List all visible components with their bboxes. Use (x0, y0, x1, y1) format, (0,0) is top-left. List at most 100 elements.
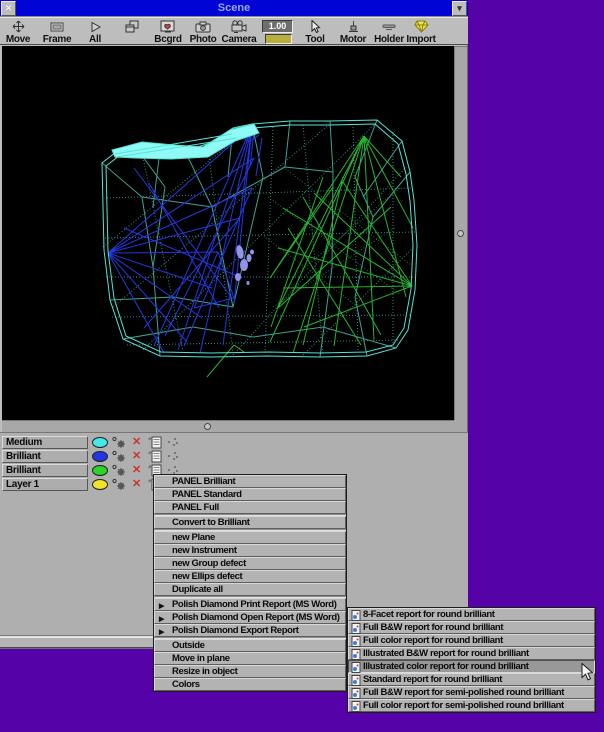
layer-row-medium: Medium ✕ (0, 436, 468, 449)
layer-context-menu: PANEL Brilliant PANEL Standard PANEL Ful… (153, 474, 347, 692)
menu-item-polish-export-report[interactable]: ▶ Polish Diamond Export Report (154, 624, 346, 637)
menu-item-new-plane[interactable]: new Plane (154, 531, 346, 544)
submenu-item-illustrated-bw-report[interactable]: Illustrated B&W report for round brillia… (348, 647, 595, 660)
menu-item-polish-print-report[interactable]: ▶ Polish Diamond Print Report (MS Word) (154, 598, 346, 611)
submenu-item-full-color-report[interactable]: Full color report for round brilliant (348, 634, 595, 647)
submenu-item-full-color-semi-polished-report[interactable]: Full color report for semi-polished roun… (348, 699, 595, 712)
play-all-icon (91, 21, 101, 33)
layer-name-button[interactable]: Layer 1 (2, 478, 88, 491)
scrollbar-corner (454, 420, 467, 432)
layer-delete-icon[interactable]: ✕ (132, 436, 142, 448)
toolbar-cascade-button[interactable] (112, 19, 152, 45)
move-icon (12, 20, 24, 33)
menu-item-panel-standard[interactable]: PANEL Standard (154, 488, 346, 501)
close-icon: ✕ (4, 3, 13, 13)
layer-name-button[interactable]: Brilliant (2, 450, 88, 463)
menu-separator (154, 637, 346, 639)
scale-color-swatch[interactable] (265, 34, 292, 44)
submenu-item-standard-report[interactable]: Standard report for round brilliant (348, 673, 595, 686)
layer-state-dots (168, 452, 178, 460)
close-button[interactable]: ✕ (1, 1, 16, 16)
menu-item-new-ellips-defect[interactable]: new Ellips defect (154, 570, 346, 583)
menu-item-outside[interactable]: Outside (154, 639, 346, 652)
viewport-vertical-scrollbar[interactable] (454, 46, 467, 420)
scale-value-field[interactable]: 1.00 (262, 20, 293, 33)
vscroll-knob[interactable] (457, 230, 464, 237)
toolbar-bcgrd-button[interactable]: Bcgrd (148, 19, 188, 45)
title-bar[interactable]: ✕ Scene ▾ (0, 0, 468, 17)
menu-separator (154, 529, 346, 531)
layer-name-button[interactable]: Medium (2, 436, 88, 449)
report-doc-icon (351, 649, 361, 660)
layer-color-swatch[interactable] (91, 464, 109, 477)
toolbar-tool-button[interactable]: Tool (295, 19, 335, 45)
layer-properties-icon[interactable] (147, 436, 163, 449)
layer-settings-icon[interactable] (111, 464, 129, 477)
report-doc-icon (351, 675, 361, 686)
background-icon (160, 20, 175, 33)
layer-delete-icon[interactable]: ✕ (132, 478, 142, 490)
frame-icon (50, 22, 64, 32)
layer-settings-icon[interactable] (111, 436, 129, 449)
submenu-item-full-bw-semi-polished-report[interactable]: Full B&W report for semi-polished round … (348, 686, 595, 699)
hscroll-knob[interactable] (204, 423, 211, 430)
layer-state-dots (168, 438, 178, 446)
viewport-horizontal-scrollbar[interactable] (2, 420, 454, 432)
layer-delete-icon[interactable]: ✕ (132, 464, 142, 476)
submenu-arrow-icon: ▶ (159, 603, 164, 610)
submenu-arrow-icon: ▶ (159, 629, 164, 636)
menu-separator (154, 596, 346, 598)
menu-item-move-in-plane[interactable]: Move in plane (154, 652, 346, 665)
cascade-icon (125, 20, 138, 33)
import-diamond-icon (413, 20, 429, 33)
layer-color-swatch[interactable] (91, 478, 109, 491)
toolbar-all-button[interactable]: All (75, 19, 115, 45)
menu-item-panel-brilliant[interactable]: PANEL Brilliant (154, 475, 346, 488)
submenu-arrow-icon: ▶ (159, 616, 164, 623)
menu-item-convert-to-brilliant[interactable]: Convert to Brilliant (154, 516, 346, 529)
layer-state-dots (168, 466, 178, 474)
toolbar-frame-button[interactable]: Frame (37, 19, 77, 45)
viewport-canvas[interactable] (2, 46, 454, 420)
menu-item-duplicate-all[interactable]: Duplicate all (154, 583, 346, 596)
toolbar-holder-button[interactable]: Holder (369, 19, 409, 45)
report-doc-icon (351, 623, 361, 634)
layer-name-button[interactable]: Brilliant (2, 464, 88, 477)
window-title: Scene (217, 2, 251, 14)
toolbar-move-button[interactable]: Move (0, 19, 38, 45)
menu-item-panel-full[interactable]: PANEL Full (154, 501, 346, 514)
submenu-item-illustrated-color-report[interactable]: Illustrated color report for round brill… (348, 660, 595, 673)
menu-item-polish-open-report[interactable]: ▶ Polish Diamond Open Report (MS Word) (154, 611, 346, 624)
submenu-item-8-facet-report[interactable]: 8-Facet report for round brilliant (348, 608, 595, 621)
toolbar-motor-button[interactable]: Motor (333, 19, 373, 45)
layer-color-swatch[interactable] (91, 436, 109, 449)
toolbar-import-button[interactable]: Import (401, 19, 441, 45)
report-doc-icon (351, 610, 361, 621)
mouse-cursor (581, 663, 594, 681)
layer-delete-icon[interactable]: ✕ (132, 450, 142, 462)
menu-item-new-group-defect[interactable]: new Group defect (154, 557, 346, 570)
diamond-wireframe (101, 119, 418, 378)
layer-color-swatch[interactable] (91, 450, 109, 463)
report-doc-icon (351, 701, 361, 712)
layer-settings-icon[interactable] (111, 450, 129, 463)
menu-item-resize-in-object[interactable]: Resize in object (154, 665, 346, 678)
chevron-down-icon: ▾ (457, 3, 462, 13)
motor-icon (348, 21, 358, 32)
toolbar-camera-button[interactable]: Camera (219, 19, 259, 45)
report-submenu: 8-Facet report for round brilliant Full … (347, 607, 596, 713)
menu-item-colors[interactable]: Colors (154, 678, 346, 691)
menu-separator (154, 514, 346, 516)
camera-icon (231, 20, 247, 33)
layer-properties-icon[interactable] (147, 450, 163, 463)
submenu-item-full-bw-report[interactable]: Full B&W report for round brilliant (348, 621, 595, 634)
toolbar-photo-button[interactable]: Photo (183, 19, 223, 45)
menu-item-new-instrument[interactable]: new Instrument (154, 544, 346, 557)
layer-settings-icon[interactable] (111, 478, 129, 491)
report-doc-icon (351, 688, 361, 699)
holder-icon (382, 24, 396, 30)
report-doc-icon (351, 636, 361, 647)
layer-row-brilliant-1: Brilliant ✕ (0, 450, 468, 463)
rollup-button[interactable]: ▾ (452, 1, 467, 16)
